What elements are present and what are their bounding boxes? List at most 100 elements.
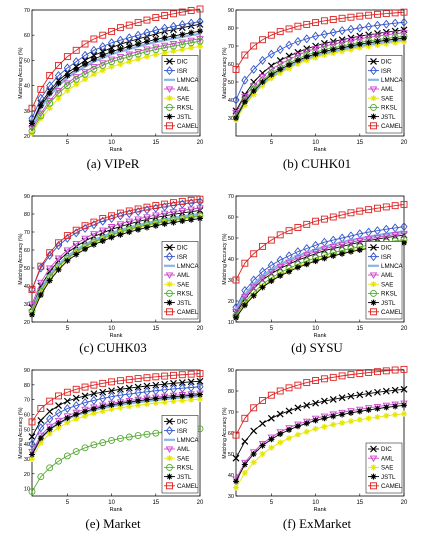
data-point-dic xyxy=(134,383,142,391)
data-point-camel xyxy=(63,232,71,240)
legend-label: CAMEL xyxy=(177,483,199,490)
data-point-jstl xyxy=(330,46,337,53)
chart-panel-5: 5 10 15 20 10 20 30 40 50 60 70 80 90 Rank Matching Ac… xyxy=(18,368,204,513)
data-point-rksl xyxy=(72,448,80,455)
y-tick-label: 70 xyxy=(24,398,30,404)
data-point-sae xyxy=(312,54,319,61)
legend-marker xyxy=(165,86,174,93)
data-point-jstl xyxy=(99,403,106,410)
data-point-camel xyxy=(312,217,320,225)
data-point-jstl xyxy=(126,229,133,235)
data-point-rksl xyxy=(143,48,151,56)
data-point-camel xyxy=(312,377,320,384)
data-point-camel xyxy=(250,42,258,50)
data-point-sae xyxy=(99,408,106,415)
chart-caption: (d) SYSU xyxy=(291,340,343,355)
data-point-sae xyxy=(321,423,328,430)
data-point-isr xyxy=(338,26,346,36)
data-point-jstl xyxy=(197,215,203,222)
data-point-jstl xyxy=(250,292,257,299)
data-point-aml xyxy=(285,56,293,64)
data-point-camel xyxy=(400,200,408,208)
data-point-aml xyxy=(267,66,276,74)
data-point-aml xyxy=(187,206,195,214)
data-point-sae xyxy=(197,396,203,403)
y-tick-label: 90 xyxy=(228,368,234,374)
data-point-dic xyxy=(116,385,124,393)
legend-marker xyxy=(369,272,378,279)
y-tick-label: 30 xyxy=(228,494,234,500)
series-rksl xyxy=(28,37,204,135)
data-point-jstl xyxy=(233,478,239,485)
legend-label: SAE xyxy=(381,95,393,102)
y-tick-label: 10 xyxy=(228,320,234,326)
data-point-camel xyxy=(108,212,116,220)
data-point-rksl xyxy=(170,42,177,50)
data-point-aml xyxy=(45,423,54,431)
data-point-aml xyxy=(302,48,311,56)
data-point-aml xyxy=(54,417,63,425)
data-point-isr xyxy=(391,18,399,28)
data-point-rksl xyxy=(81,70,89,78)
data-point-jstl xyxy=(64,257,71,264)
data-point-dic xyxy=(143,382,151,390)
data-point-camel xyxy=(116,24,124,32)
data-point-jstl xyxy=(365,39,372,46)
data-point-isr xyxy=(116,211,124,221)
data-point-sae xyxy=(259,82,266,89)
y-tick-label: 40 xyxy=(228,473,234,479)
data-point-sae xyxy=(286,65,293,72)
data-point-sae xyxy=(73,415,80,422)
legend-label: ISR xyxy=(177,68,188,75)
data-point-camel xyxy=(374,204,381,212)
data-point-camel xyxy=(356,12,364,20)
legend-marker xyxy=(369,86,378,93)
data-point-aml xyxy=(320,246,329,253)
legend-marker xyxy=(166,57,173,65)
y-tick-label: 70 xyxy=(228,410,234,416)
data-point-sae xyxy=(170,48,177,55)
data-point-camel xyxy=(241,414,249,422)
data-point-sae xyxy=(374,42,381,49)
data-point-camel xyxy=(63,53,71,61)
data-point-jstl xyxy=(170,393,177,400)
series-line-camel xyxy=(235,203,405,281)
x-tick-label: 5 xyxy=(270,500,274,506)
data-point-sae xyxy=(259,451,266,457)
legend-label: CAMEL xyxy=(177,123,199,130)
legend-label: SAE xyxy=(177,281,189,288)
data-point-rksl xyxy=(28,127,36,135)
data-point-isr xyxy=(169,21,178,31)
data-point-aml xyxy=(72,74,80,81)
data-point-sae xyxy=(339,48,346,55)
legend-label: ISR xyxy=(381,68,392,75)
data-point-isr xyxy=(161,23,169,33)
data-point-camel xyxy=(382,367,390,375)
legend-marker xyxy=(369,252,378,262)
data-point-camel xyxy=(116,209,124,217)
data-point-isr xyxy=(250,64,258,74)
data-point-sae xyxy=(365,415,372,422)
legend-marker xyxy=(370,473,377,480)
data-point-aml xyxy=(116,221,125,228)
y-tick-label: 30 xyxy=(24,457,30,463)
chart-caption: (b) CUHK01 xyxy=(282,156,352,171)
y-tick-label: 10 xyxy=(24,487,30,493)
data-point-jstl xyxy=(241,302,248,309)
data-point-aml xyxy=(72,241,80,248)
data-point-isr xyxy=(356,23,364,33)
y-tick-label: 30 xyxy=(228,278,234,284)
data-point-aml xyxy=(90,64,98,71)
data-point-camel xyxy=(320,375,328,383)
data-point-camel xyxy=(196,5,204,13)
x-tick-label: 20 xyxy=(401,326,408,332)
legend-marker xyxy=(165,66,174,76)
series-jstl xyxy=(29,215,203,318)
data-point-isr xyxy=(90,395,98,405)
data-point-camel xyxy=(303,220,311,228)
data-point-isr xyxy=(72,57,80,67)
data-point-dic xyxy=(250,427,258,435)
data-point-camel xyxy=(152,202,160,209)
data-point-sae xyxy=(330,50,337,57)
data-point-camel xyxy=(285,227,293,235)
